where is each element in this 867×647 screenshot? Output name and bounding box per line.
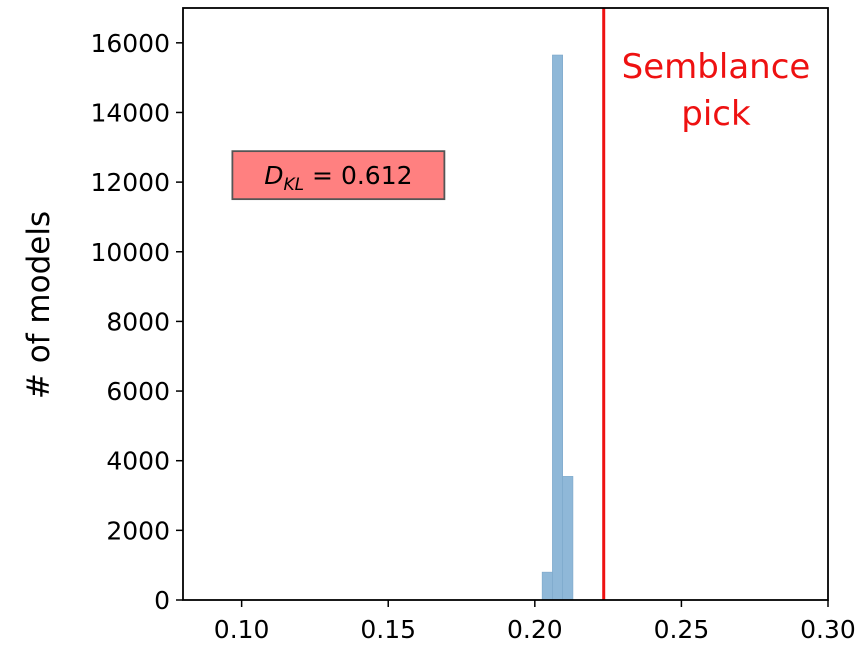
x-tick-label-0: 0.10 [214,615,270,644]
plot-frame [182,7,829,601]
dkl-annotation-box [231,150,446,201]
y-tick-label-8: 16000 [90,29,170,58]
y-tick-label-6: 12000 [90,168,170,197]
y-tick-label-7: 14000 [90,98,170,127]
x-tick-label-1: 0.15 [360,615,416,644]
histogram-bar-2 [562,476,574,601]
y-tick-label-3: 6000 [106,377,170,406]
histogram-bar-0 [541,571,553,601]
y-axis-title: # of models [21,211,57,399]
histogram-bar-1 [552,54,563,601]
y-tick-label-5: 10000 [90,238,170,267]
y-tick-label-1: 2000 [106,516,170,545]
axes: 0.10 0.15 0.20 0.25 0.30 0 2000 4000 6000 8000 100… [90,7,856,644]
dkl-annotation-text: DKL = 0.612 [264,161,412,195]
plot-area: Semblance pick DKL = 0.612 [231,8,811,601]
x-tick-label-2: 0.20 [507,615,563,644]
y-tick-label-0: 0 [154,586,170,615]
y-tick-label-2: 4000 [106,447,170,476]
y-tick-label-4: 8000 [106,307,170,336]
x-tick-label-3: 0.25 [654,615,710,644]
x-tick-label-4: 0.30 [800,615,856,644]
semblance-pick-label: Semblance pick [622,47,811,134]
